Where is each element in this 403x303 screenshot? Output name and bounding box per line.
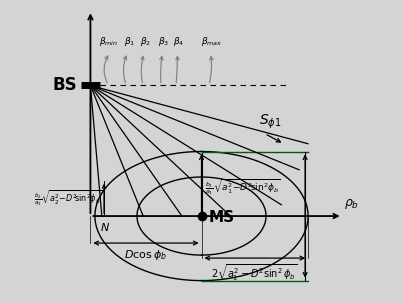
Text: $\rho_b$: $\rho_b$ bbox=[344, 197, 359, 211]
Text: $\beta_1$: $\beta_1$ bbox=[124, 35, 135, 48]
Text: $\beta_3$: $\beta_3$ bbox=[158, 35, 170, 48]
Text: $\beta_2$: $\beta_2$ bbox=[140, 35, 152, 48]
Text: $\beta_{max}$: $\beta_{max}$ bbox=[201, 35, 223, 48]
Text: $D\cos\phi_b$: $D\cos\phi_b$ bbox=[125, 248, 168, 262]
Text: $\frac{b_2}{a_2}\sqrt{a_2^2{-}D^2\!\sin^2\!\phi_b}$: $\frac{b_2}{a_2}\sqrt{a_2^2{-}D^2\!\sin^… bbox=[34, 189, 102, 208]
Text: $S_{\phi 1}$: $S_{\phi 1}$ bbox=[259, 112, 282, 131]
Text: $\mathit{N}$: $\mathit{N}$ bbox=[100, 221, 110, 232]
Text: BS: BS bbox=[52, 76, 77, 94]
Text: $\beta_{min}$: $\beta_{min}$ bbox=[99, 35, 118, 48]
Text: $2\sqrt{a_1^2-D^2\sin^2\phi_b}$: $2\sqrt{a_1^2-D^2\sin^2\phi_b}$ bbox=[212, 263, 298, 283]
Text: $\frac{b_1}{a_1}\sqrt{a_1^2{-}D^2\!\sin^2\!\phi_b}$: $\frac{b_1}{a_1}\sqrt{a_1^2{-}D^2\!\sin^… bbox=[204, 177, 280, 197]
Text: MS: MS bbox=[209, 210, 235, 225]
Text: $\beta_4$: $\beta_4$ bbox=[173, 35, 185, 48]
